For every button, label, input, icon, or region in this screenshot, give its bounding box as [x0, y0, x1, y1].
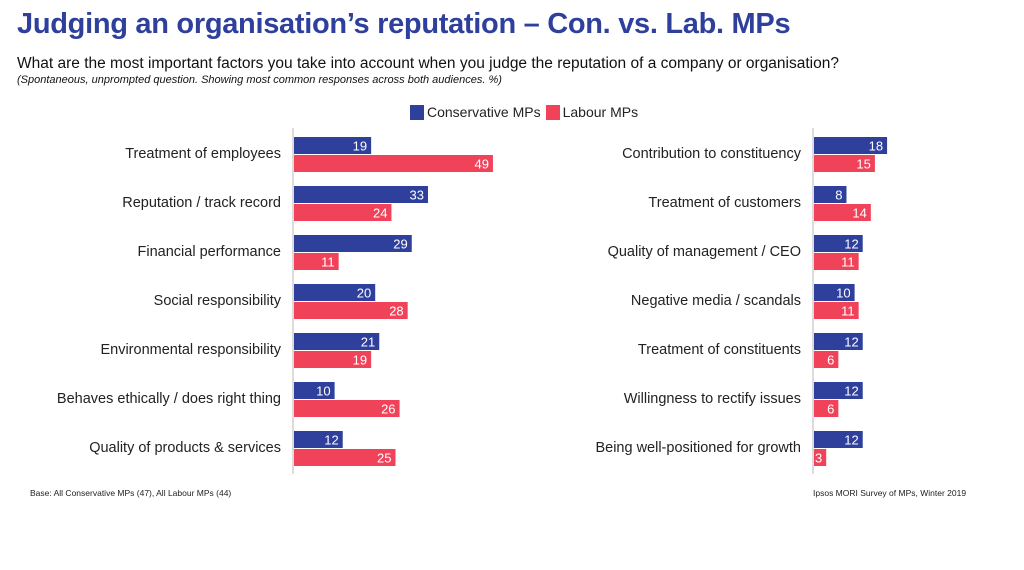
bar-conservative — [294, 333, 380, 350]
data-label: 12 — [844, 237, 858, 252]
bar-labour — [814, 253, 859, 270]
bar-labour — [294, 253, 339, 270]
category-label: Financial performance — [138, 244, 281, 260]
bar-labour — [294, 449, 396, 466]
bar-labour — [294, 155, 493, 172]
data-label: 11 — [321, 255, 335, 270]
data-label: 18 — [869, 139, 883, 154]
data-label: 3 — [815, 451, 822, 466]
bar-conservative — [294, 137, 372, 154]
category-label: Treatment of constituents — [638, 342, 801, 358]
category-label: Reputation / track record — [122, 195, 281, 211]
bar-conservative — [294, 186, 428, 203]
bar-labour — [294, 302, 408, 319]
bar-conservative — [814, 333, 863, 350]
bar-conservative — [814, 235, 863, 252]
question-note: (Spontaneous, unprompted question. Showi… — [17, 74, 502, 86]
category-label: Social responsibility — [154, 293, 282, 309]
bar-labour — [814, 302, 859, 319]
data-label: 12 — [844, 384, 858, 399]
bar-conservative — [814, 186, 847, 203]
category-label: Contribution to constituency — [622, 146, 802, 162]
category-label: Behaves ethically / does right thing — [57, 391, 281, 407]
question-text: What are the most important factors you … — [17, 55, 839, 72]
page-title: Judging an organisation’s reputation – C… — [17, 8, 791, 40]
legend-item-conservative: Conservative MPs — [410, 104, 541, 120]
legend-label: Labour MPs — [562, 104, 639, 120]
bar-labour — [294, 400, 400, 417]
data-label: 6 — [827, 402, 834, 417]
base-footnote: Base: All Conservative MPs (47), All Lab… — [30, 488, 232, 498]
data-label: 26 — [381, 402, 395, 417]
data-label: 25 — [377, 451, 391, 466]
bar-labour — [294, 351, 372, 368]
bar-labour — [294, 204, 392, 221]
category-label: Negative media / scandals — [631, 293, 801, 309]
data-label: 33 — [410, 188, 424, 203]
bar-conservative — [814, 431, 863, 448]
bar-conservative — [814, 382, 863, 399]
category-label: Treatment of employees — [125, 146, 281, 162]
legend-label: Conservative MPs — [427, 104, 541, 120]
category-label: Willingness to rectify issues — [624, 391, 801, 407]
data-label: 10 — [836, 286, 850, 301]
data-label: 12 — [844, 433, 858, 448]
data-label: 12 — [324, 433, 338, 448]
bar-conservative — [814, 284, 855, 301]
bar-labour — [814, 204, 871, 221]
category-label: Treatment of customers — [648, 195, 801, 211]
legend-item-labour: Labour MPs — [545, 104, 639, 120]
data-label: 29 — [393, 237, 407, 252]
data-label: 15 — [856, 157, 870, 172]
data-label: 20 — [357, 286, 371, 301]
data-label: 21 — [361, 335, 375, 350]
data-label: 19 — [353, 139, 367, 154]
category-label: Quality of products & services — [89, 440, 281, 456]
source-footnote: Ipsos MORI Survey of MPs, Winter 2019 — [813, 488, 967, 498]
bar-conservative — [294, 235, 412, 252]
bar-labour — [814, 400, 839, 417]
category-label: Being well-positioned for growth — [595, 440, 801, 456]
data-label: 6 — [827, 353, 834, 368]
data-label: 14 — [852, 206, 866, 221]
legend-swatch-labour — [545, 104, 560, 120]
data-label: 28 — [389, 304, 403, 319]
data-label: 8 — [835, 188, 842, 203]
bar-conservative — [294, 382, 335, 399]
category-label: Environmental responsibility — [100, 342, 281, 358]
category-label: Quality of management / CEO — [608, 244, 801, 260]
bar-conservative — [294, 431, 343, 448]
bar-conservative — [814, 137, 888, 154]
data-label: 11 — [841, 304, 855, 319]
data-label: 11 — [841, 255, 855, 270]
bar-conservative — [294, 284, 376, 301]
data-label: 49 — [474, 157, 488, 172]
data-label: 19 — [353, 353, 367, 368]
legend-swatch-conservative — [410, 104, 424, 120]
bar-labour — [814, 155, 875, 172]
data-label: 12 — [844, 335, 858, 350]
data-label: 24 — [373, 206, 387, 221]
bar-labour — [814, 449, 827, 466]
legend: Conservative MPs Labour MPs — [410, 104, 643, 120]
bar-labour — [814, 351, 839, 368]
data-label: 10 — [316, 384, 330, 399]
